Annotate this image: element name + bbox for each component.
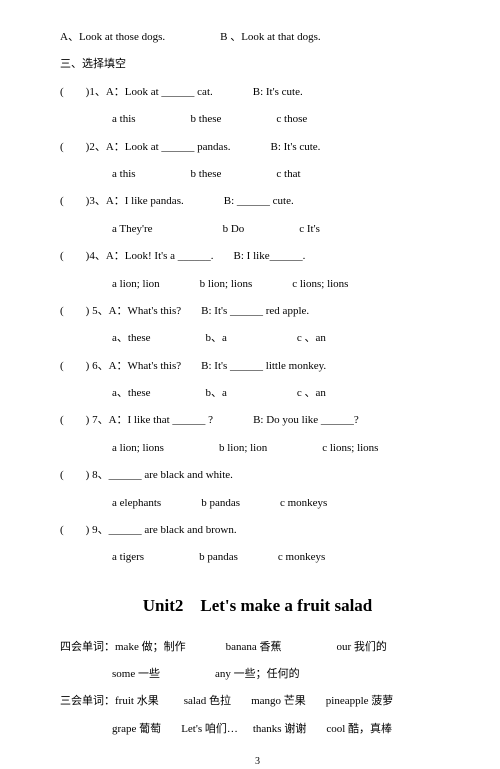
q4-opts: a lion; lionb lion; lionsc lions; lions bbox=[60, 277, 455, 292]
q9-stem: ( ) 9、______ are black and brown. bbox=[60, 523, 455, 538]
q1-opts: a thisb thesec those bbox=[60, 112, 455, 127]
section3-title: 三、选择填空 bbox=[60, 57, 455, 72]
top-options: A、Look at those dogs. B 、Look at that dog… bbox=[60, 30, 455, 45]
q7-stem: ( ) 7、A：I like that ______ ?B: Do you li… bbox=[60, 413, 455, 428]
q5-stem: ( ) 5、A：What's this?B: It's ______ red a… bbox=[60, 304, 455, 319]
vocab3-row1: 三会单词：fruit 水果salad 色拉mango 芒果pineapple 菠… bbox=[60, 694, 455, 709]
q2-opts: a thisb thesec that bbox=[60, 167, 455, 182]
page-number: 3 bbox=[60, 755, 455, 769]
q6-opts: a、theseb、ac 、an bbox=[60, 386, 455, 401]
vocab4-row2: some 一些any 一些；任何的 bbox=[60, 667, 455, 682]
q5-opts: a、theseb、ac 、an bbox=[60, 331, 455, 346]
q3-opts: a They'reb Doc It's bbox=[60, 222, 455, 237]
q2-stem: ( )2、A：Look at ______ pandas.B: It's cut… bbox=[60, 140, 455, 155]
top-b: B 、Look at that dogs. bbox=[220, 31, 321, 43]
q8-opts: a elephantsb pandasc monkeys bbox=[60, 496, 455, 511]
q7-opts: a lion; lionsb lion; lionc lions; lions bbox=[60, 441, 455, 456]
q8-stem: ( ) 8、______ are black and white. bbox=[60, 468, 455, 483]
q6-stem: ( ) 6、A：What's this?B: It's ______ littl… bbox=[60, 359, 455, 374]
vocab4-row1: 四会单词：make 做；制作banana 香蕉our 我们的 bbox=[60, 640, 455, 655]
q3-stem: ( )3、A：I like pandas.B: ______ cute. bbox=[60, 194, 455, 209]
unit-title: Unit2 Let's make a fruit salad bbox=[60, 594, 455, 618]
vocab3-row2: grape 葡萄Let's 咱们…thanks 谢谢cool 酷，真棒 bbox=[60, 722, 455, 737]
q1-stem: ( )1、A：Look at ______ cat.B: It's cute. bbox=[60, 85, 455, 100]
q9-opts: a tigersb pandasc monkeys bbox=[60, 550, 455, 565]
top-a: A、Look at those dogs. bbox=[60, 31, 165, 43]
q4-stem: ( )4、A：Look! It's a ______.B: I like____… bbox=[60, 249, 455, 264]
